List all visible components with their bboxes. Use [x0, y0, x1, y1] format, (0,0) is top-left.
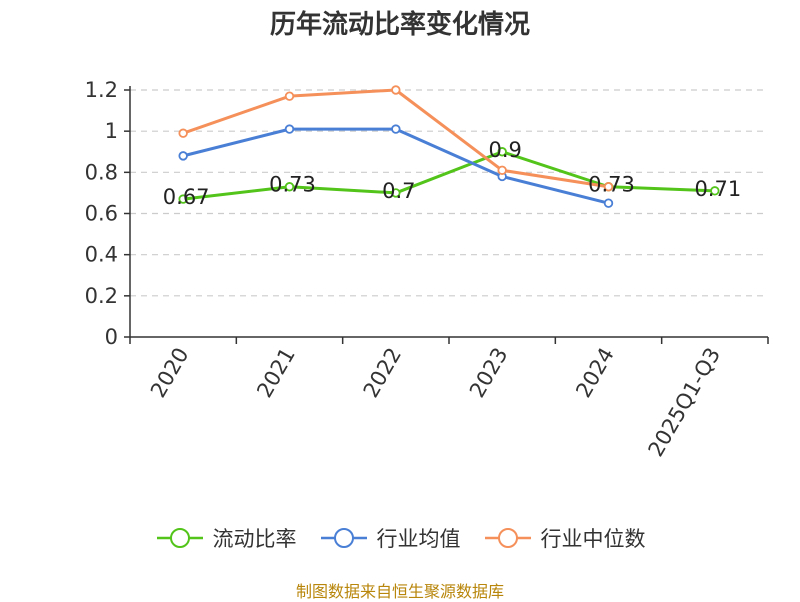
data-point	[603, 198, 614, 208]
series-line	[182, 150, 715, 201]
data-label: 0.67	[163, 185, 210, 209]
data-labels: 0.67 0.73 0.7 0.9 0.73 0.71	[163, 138, 741, 209]
y-tick-label: 0.8	[85, 160, 118, 184]
data-point	[391, 124, 401, 134]
legend-swatch-icon	[156, 528, 203, 548]
y-tick-label: 0	[105, 325, 118, 349]
data-point	[603, 182, 614, 192]
series-points	[178, 85, 720, 208]
legend-item[interactable]: 行业中位数	[483, 523, 646, 553]
data-point	[178, 128, 188, 138]
data-point	[178, 194, 188, 204]
y-tick-label: 0.6	[85, 202, 118, 226]
line-chart: 0 0.2 0.4 0.6 0.8 1 1.2 2020 2021 2022 2023 2024 202…	[85, 78, 769, 461]
x-tick-label: 2023	[465, 343, 513, 401]
legend-label: 行业均值	[376, 527, 461, 551]
data-label: 0.73	[588, 173, 635, 197]
y-tick-label: 1	[105, 119, 118, 143]
data-point	[284, 91, 295, 101]
x-tick-label: 2020	[146, 344, 194, 402]
x-tick-label: 2022	[359, 344, 407, 402]
legend-label: 行业中位数	[540, 527, 646, 551]
data-point	[497, 165, 507, 175]
data-point	[497, 147, 507, 157]
y-tick-label: 0.2	[85, 284, 118, 308]
data-label: 0.73	[269, 173, 316, 197]
legend-label: 流动比率	[212, 527, 297, 551]
legend-swatch-icon	[484, 528, 531, 548]
chart-title: 历年流动比率变化情况	[269, 10, 530, 40]
y-tick-label: 0.4	[85, 243, 118, 267]
legend-item[interactable]: 行业均值	[319, 523, 461, 553]
data-point	[391, 85, 401, 95]
data-point	[391, 188, 401, 198]
data-label: 0.9	[488, 138, 521, 162]
data-label: 0.7	[382, 179, 415, 203]
legend: 流动比率 行业均值 行业中位数	[0, 518, 800, 558]
series-lines	[182, 88, 715, 205]
x-tick-label: 2021	[252, 344, 300, 402]
source-note: 制图数据来自恒生聚源数据库	[295, 582, 504, 601]
x-tick-label: 2024	[571, 344, 619, 402]
data-point	[710, 186, 720, 196]
y-tick-label: 1.2	[85, 78, 118, 102]
data-label: 0.71	[694, 177, 741, 201]
x-tick-label: 2025Q1-Q3	[644, 344, 726, 461]
data-point	[178, 151, 188, 161]
data-point	[284, 182, 295, 192]
legend-swatch-icon	[320, 528, 367, 548]
data-point	[284, 124, 295, 134]
legend-item[interactable]: 流动比率	[155, 523, 297, 553]
